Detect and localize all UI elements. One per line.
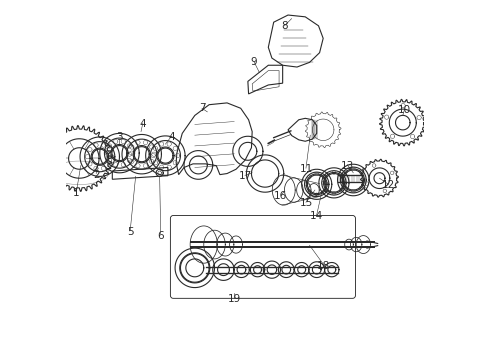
Text: 2: 2	[93, 170, 99, 180]
Text: 3: 3	[116, 132, 123, 142]
Text: 11: 11	[299, 164, 313, 174]
Text: 15: 15	[299, 198, 313, 208]
Text: 7: 7	[198, 103, 205, 113]
Text: 13: 13	[341, 161, 354, 171]
Text: 16: 16	[274, 191, 288, 201]
Text: 4: 4	[140, 120, 146, 129]
Text: 17: 17	[238, 171, 252, 181]
Text: 5: 5	[127, 227, 134, 237]
Text: 1: 1	[73, 188, 80, 198]
Text: 4: 4	[168, 132, 175, 142]
Text: 14: 14	[310, 211, 323, 221]
Text: 18: 18	[317, 261, 331, 271]
Text: 8: 8	[281, 21, 288, 31]
Text: 9: 9	[251, 57, 257, 67]
Text: 6: 6	[157, 231, 164, 240]
Text: 19: 19	[228, 294, 241, 304]
Text: 10: 10	[398, 105, 411, 115]
Text: 12: 12	[382, 180, 395, 190]
